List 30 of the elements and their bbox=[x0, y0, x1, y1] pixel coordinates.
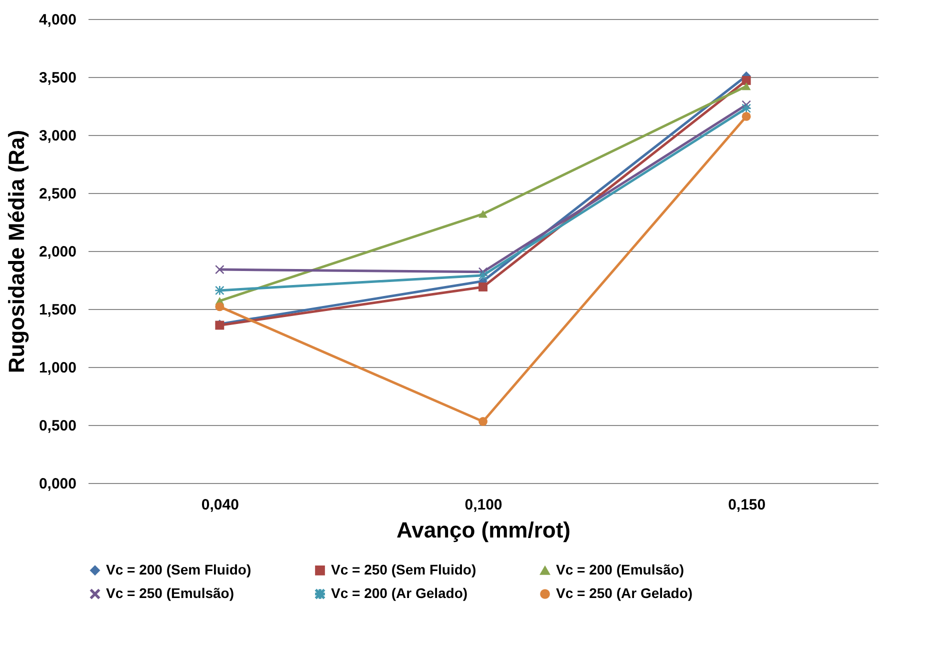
point bbox=[478, 270, 488, 280]
point bbox=[478, 210, 488, 218]
y-tick-label: 4,000 bbox=[38, 12, 76, 28]
point bbox=[215, 265, 224, 274]
point bbox=[215, 302, 224, 312]
point bbox=[742, 112, 751, 121]
y-tick-label: 2,500 bbox=[38, 186, 76, 202]
point bbox=[742, 104, 751, 113]
legend-label: Vc = 250 (Ar Gelado) bbox=[556, 585, 693, 601]
y-tick-label: 1,000 bbox=[38, 360, 76, 376]
point bbox=[742, 82, 751, 90]
y-tick-label: 2,000 bbox=[38, 244, 76, 260]
legend-label: Vc = 200 (Sem Fluido) bbox=[106, 561, 252, 578]
x-tick-label: 0,100 bbox=[464, 496, 502, 514]
x-tick-label: 0,150 bbox=[728, 496, 766, 514]
x-axis-title: Avanço (mm/rot) bbox=[396, 518, 570, 542]
legend-label: Vc = 200 (Emulsão) bbox=[556, 562, 684, 578]
point bbox=[478, 282, 488, 292]
y-axis-title: Rugosidade Média (Ra) bbox=[4, 130, 29, 374]
y-tick-label: 3,000 bbox=[38, 128, 76, 144]
legend-label: Vc = 250 (Sem Fluido) bbox=[331, 561, 476, 578]
y-tick-label: 0,000 bbox=[38, 476, 76, 492]
legend-label: Vc = 200 (Ar Gelado) bbox=[331, 585, 468, 601]
x-tick-label: 0,040 bbox=[201, 496, 239, 514]
point bbox=[478, 417, 488, 426]
y-tick-label: 0,500 bbox=[38, 418, 76, 434]
y-tick-label: 1,500 bbox=[38, 302, 76, 318]
legend-label: Vc = 250 (Emulsão) bbox=[106, 585, 234, 601]
y-tick-label: 3,500 bbox=[38, 70, 76, 86]
point bbox=[742, 76, 751, 85]
